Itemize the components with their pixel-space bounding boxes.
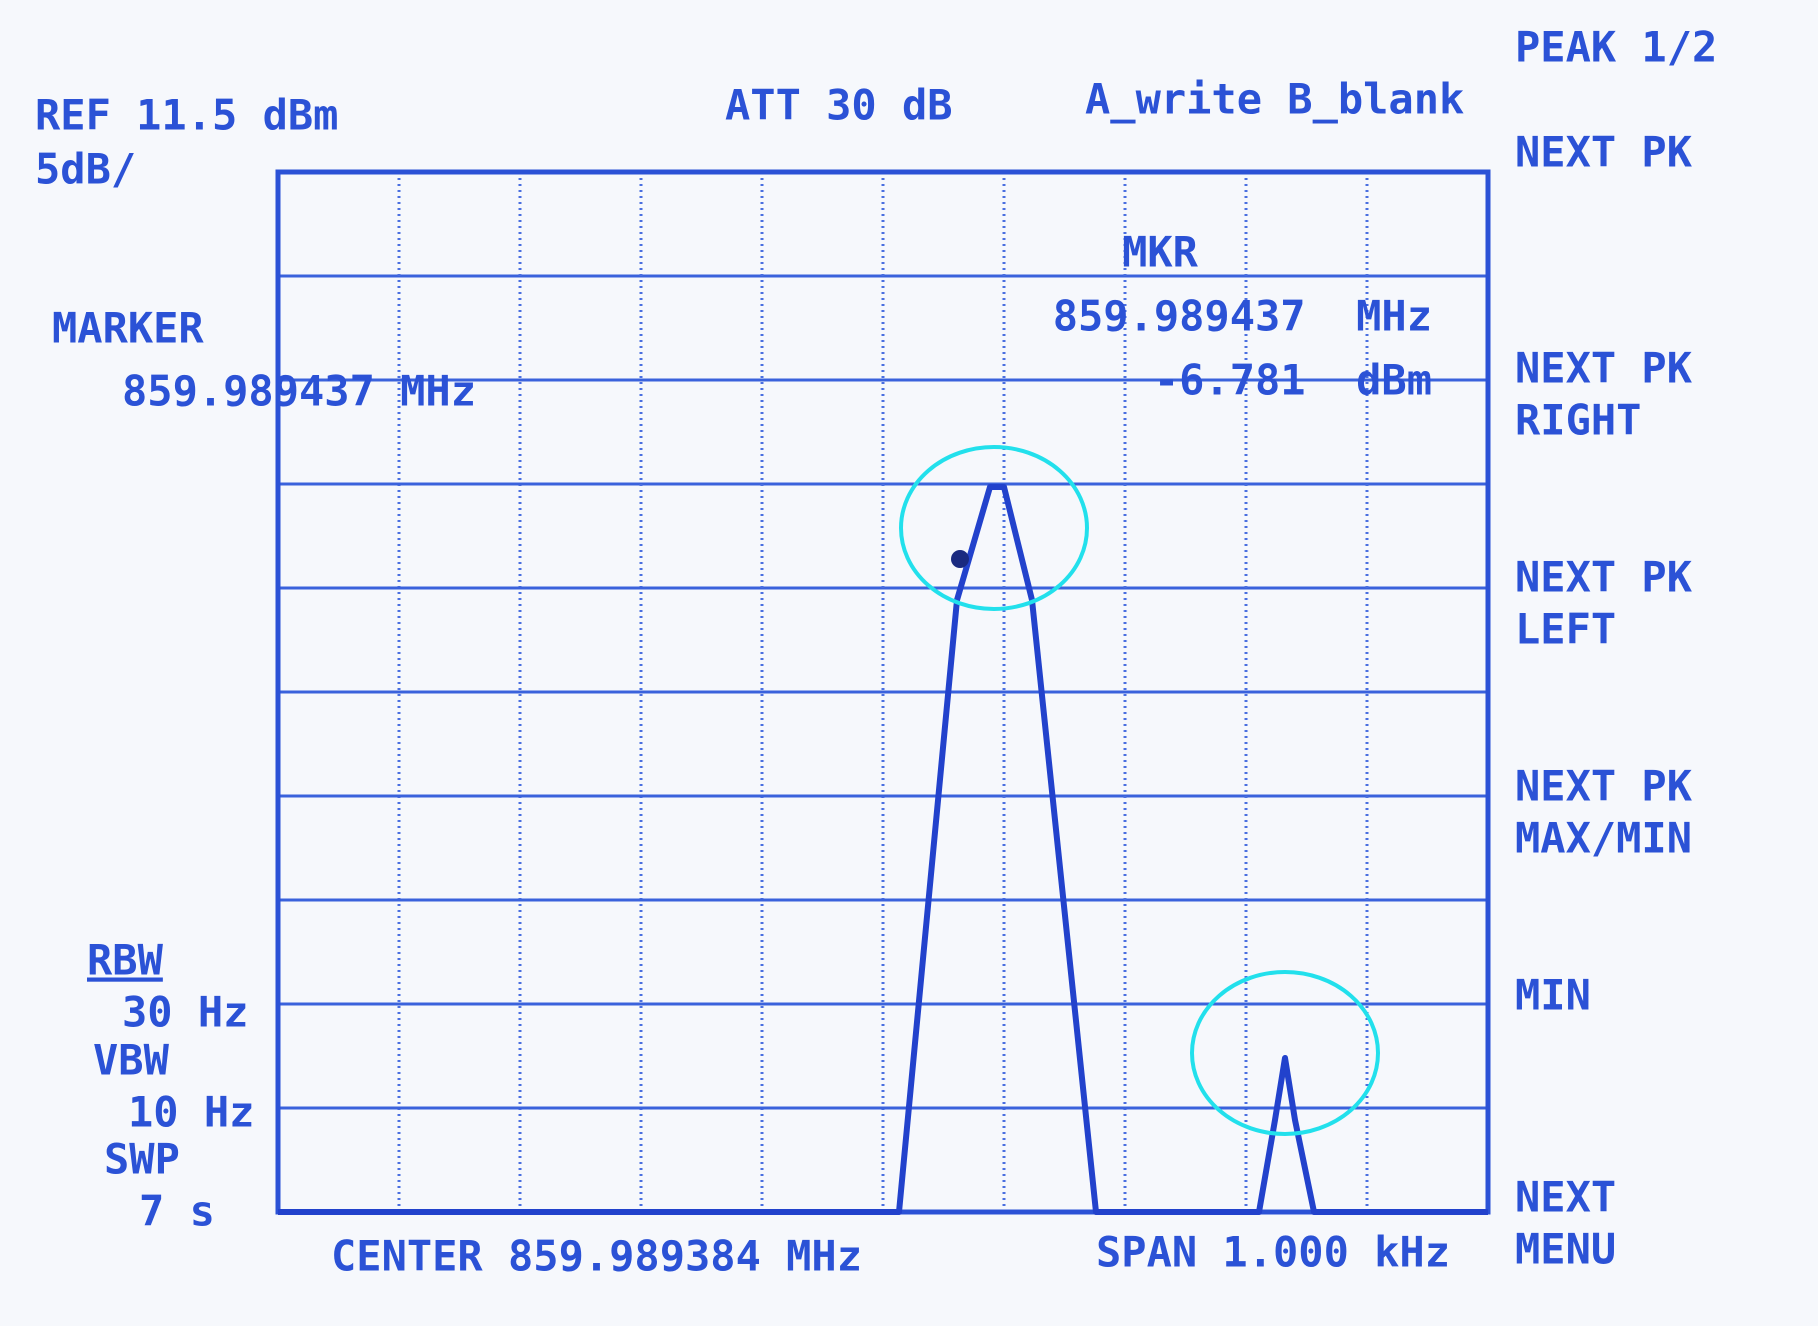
softkey-label[interactable]: NEXT PK <box>1515 128 1693 177</box>
highlight-circle <box>1190 970 1380 1136</box>
rbw-label: RBW <box>87 936 164 985</box>
highlight-circle <box>899 445 1089 611</box>
center-freq: CENTER 859.989384 MHz <box>331 1232 862 1281</box>
ref-level: REF 11.5 dBm <box>35 91 338 140</box>
softkey-label[interactable]: NEXT <box>1515 1173 1616 1222</box>
softkey-label[interactable]: PEAK 1/2 <box>1515 23 1717 72</box>
mkr-level: -6.781 dBm <box>1154 356 1432 405</box>
softkey-label[interactable]: MIN <box>1515 971 1591 1020</box>
marker-label: MARKER <box>52 304 204 353</box>
graticule <box>278 172 1488 1212</box>
span: SPAN 1.000 kHz <box>1096 1228 1450 1277</box>
softkey-label[interactable]: LEFT <box>1515 605 1616 654</box>
rbw-value: 30 Hz <box>122 988 248 1037</box>
softkey[interactable]: NEXT PK <box>1515 128 1693 177</box>
mkr-freq: 859.989437 MHz <box>1053 292 1432 341</box>
swp-label: SWP <box>104 1135 180 1184</box>
softkey[interactable]: MIN <box>1515 971 1591 1020</box>
attenuation: ATT 30 dB <box>725 81 953 130</box>
marker-freq: 859.989437 MHz <box>122 367 476 416</box>
scale: 5dB/ <box>35 145 136 194</box>
softkey-label[interactable]: NEXT PK <box>1515 762 1693 811</box>
softkey[interactable]: PEAK 1/2 <box>1515 23 1717 72</box>
softkey-label[interactable]: NEXT PK <box>1515 344 1693 393</box>
mkr-label: MKR <box>1122 228 1199 277</box>
softkey-label[interactable]: MENU <box>1515 1225 1616 1274</box>
softkey-label[interactable]: RIGHT <box>1515 396 1641 445</box>
marker-dot <box>951 550 969 568</box>
vbw-value: 10 Hz <box>128 1088 254 1137</box>
trace-mode: A_write B_blank <box>1085 75 1464 124</box>
softkey-label[interactable]: NEXT PK <box>1515 553 1693 602</box>
vbw-label: VBW <box>93 1036 170 1085</box>
softkey-label[interactable]: MAX/MIN <box>1515 814 1692 863</box>
trace <box>278 484 1488 1215</box>
swp-value: 7 s <box>139 1187 215 1236</box>
